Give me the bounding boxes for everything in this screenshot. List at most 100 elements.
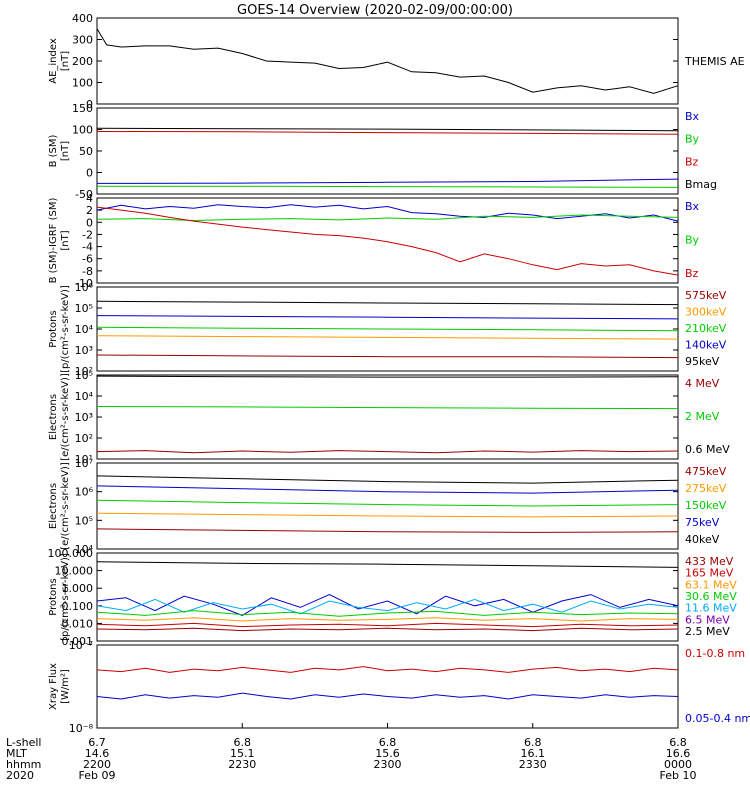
y-tick-label: 200: [72, 55, 93, 68]
panel-frame: [96, 374, 679, 460]
series-line-300kev: [96, 335, 679, 340]
y-axis-label: [p/(cm²-s-sr-keV)]: [60, 285, 71, 373]
legend-label: 0.1-0.8 nm: [685, 647, 745, 660]
series-line-6-5-mev: [96, 594, 679, 616]
y-tick-label: 1.000: [62, 582, 94, 595]
legend-label: 0.6 MeV: [685, 443, 730, 456]
y-axis-label: [p/(cm²-s-sr-keV)]: [60, 553, 71, 641]
series-line-11-6-mev: [96, 598, 679, 615]
x-tick-label: 15.1: [230, 747, 255, 760]
series-line-40kev: [96, 475, 679, 484]
y-tick-label: 10⁻⁸: [69, 722, 94, 735]
panel-4: 10⁶ 10⁵ 10⁴ 10³ 10² Protons [p/(cm²-s-sr-keV)]…: [48, 281, 727, 378]
y-tick-label: 0.001: [62, 635, 94, 648]
y-tick-label: -10: [75, 277, 93, 290]
panel-2: 150 100 50 0 -50 B (SM) [nT] Bx By Bz Bmag: [48, 102, 717, 201]
x-axis-labels: L-shell 6.7 6.8 6.8 6.8 6.8 MLT 14.6 15.1 15.6 16.…: [6, 723, 696, 782]
y-tick-label: -4: [82, 241, 93, 254]
panel-5: 10⁵ 10⁴ 10³ 10² 10¹ Electrons [e/(cm²-s-sr-keV…: [48, 369, 730, 466]
y-tick-label: -50: [75, 188, 93, 201]
y-tick-label: -2: [82, 228, 93, 241]
series-line-275kev: [96, 512, 679, 518]
legend-label: 165 MeV: [685, 567, 734, 580]
y-tick-label: 10¹: [75, 453, 93, 466]
series-line-bx: [96, 204, 679, 222]
series-line-165-mev: [96, 622, 679, 628]
y-tick-label: 400: [72, 12, 93, 25]
legend-label: 40keV: [685, 533, 720, 546]
y-axis-label: [nT]: [60, 51, 71, 71]
y-tick-label: 0: [86, 98, 93, 111]
series-line-75kev: [96, 485, 679, 494]
panel-frame: [96, 644, 679, 729]
figure-title: GOES-14 Overview (2020-02-09/00:00:00): [237, 3, 513, 18]
series-line-bx: [96, 178, 679, 184]
y-tick-label: 0: [86, 167, 93, 180]
y-tick-label: 100: [72, 124, 93, 137]
series-line-0-1-0-8-nm: [96, 666, 679, 673]
y-axis-label: Protons: [48, 310, 59, 347]
y-tick-label: 10³: [75, 411, 93, 424]
y-tick-label: 10⁴: [75, 390, 94, 403]
x-tick-label: 6.8: [669, 736, 687, 749]
y-tick-label: 10⁵: [75, 369, 93, 382]
y-tick-label: 100: [72, 77, 93, 90]
series-line-bmag: [96, 127, 679, 132]
legend-label: 150keV: [685, 499, 727, 512]
y-tick-label: 10⁻⁷: [69, 639, 93, 652]
x-tick-label: 6.8: [524, 736, 542, 749]
x-tick-label: 14.6: [85, 747, 110, 760]
legend-label: 275keV: [685, 482, 727, 495]
panel-3: 420-2-4-6-8-10 B (SM)-IGRF (SM) [nT] Bx By Bz: [48, 192, 700, 290]
y-tick-label: 300: [72, 34, 93, 47]
x-tick-label: 6.7: [88, 736, 106, 749]
x-tick-label: 16.6: [666, 747, 691, 760]
series-line-575kev: [96, 354, 679, 359]
legend-label: 575keV: [685, 289, 727, 302]
y-axis-label: B (SM): [48, 134, 59, 167]
x-tick-label: 15.6: [375, 747, 400, 760]
y-tick-label: 10⁶: [75, 486, 94, 499]
y-tick-label: 10⁴: [75, 323, 94, 336]
x-tick-label: 16.1: [521, 747, 546, 760]
y-tick-label: 50: [79, 145, 93, 158]
y-tick-label: 10⁷: [75, 457, 93, 470]
legend-label: Bx: [685, 200, 700, 213]
y-tick-label: 0: [86, 216, 93, 229]
panel-frame: [96, 197, 679, 284]
series-line-140kev: [96, 315, 679, 320]
panel-8: 10⁻⁷ 10⁻⁸ Xray Flux [W/m²] 0.1-0.8 nm 0.05-0.…: [48, 639, 750, 735]
x-tick-label: 2300: [374, 758, 402, 771]
panel-frame: [96, 552, 679, 642]
y-tick-label: 10³: [75, 344, 93, 357]
series-line-bz: [96, 131, 679, 135]
y-tick-label: 10⁴: [75, 543, 94, 556]
series-line-bz: [96, 206, 679, 276]
series-line-475kev: [96, 528, 679, 533]
y-axis-label: [e/(cm²-s-sr-keV)]: [60, 462, 71, 550]
x-tick-label: 2330: [519, 758, 547, 771]
y-tick-label: -8: [82, 265, 93, 278]
legend-label: By: [685, 234, 700, 247]
legend-label: 210keV: [685, 322, 727, 335]
legend-label: 140keV: [685, 339, 727, 352]
legend-label: 2.5 MeV: [685, 625, 730, 638]
legend-label: Bz: [685, 155, 699, 168]
x-tick-label: Feb 09: [79, 769, 116, 782]
y-tick-label: 2: [86, 204, 93, 217]
x-axis-row-label: L-shell: [6, 736, 42, 749]
legend-label: 11.6 MeV: [685, 602, 737, 615]
legend-label: 63.1 MeV: [685, 578, 737, 591]
y-tick-label: 0.010: [62, 617, 94, 630]
series-line-2-mev: [96, 406, 679, 410]
y-tick-label: 10²: [75, 365, 93, 378]
series-line-themis-ae: [96, 28, 679, 94]
legend-label: By: [685, 133, 700, 146]
x-tick-label: 2200: [83, 758, 111, 771]
legend-label: 300keV: [685, 306, 727, 319]
panel-6: 10⁷ 10⁶ 10⁵ 10⁴ Electrons [e/(cm²-s-sr-keV)] 4…: [48, 457, 727, 556]
y-axis-label: AE_index: [48, 38, 59, 84]
series-line-63-1-mev: [96, 617, 679, 622]
series-line-433-mev: [96, 627, 679, 632]
